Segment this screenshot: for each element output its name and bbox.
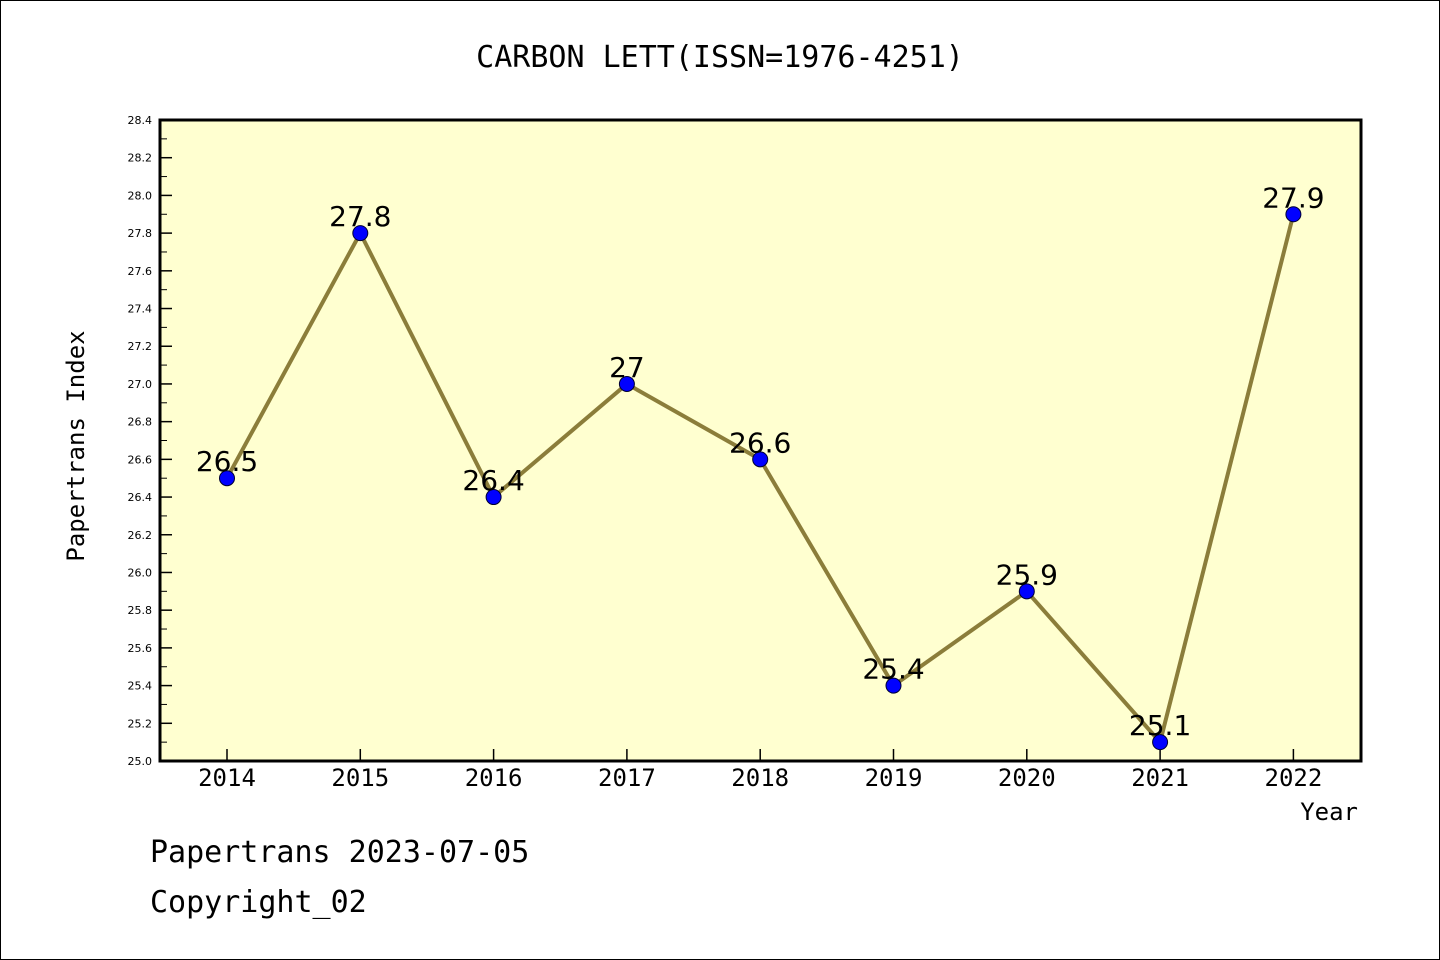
data-label: 27.8 (329, 200, 391, 233)
data-point (219, 470, 235, 487)
footer-copyright: Copyright_02 (150, 885, 367, 920)
x-tick-label: 2018 (731, 764, 789, 792)
y-tick-label: 26.4 (128, 491, 153, 504)
data-label: 25.4 (862, 653, 924, 686)
y-tick-label: 25.0 (128, 755, 153, 768)
x-tick-label: 2014 (198, 764, 256, 792)
y-tick-label: 28.4 (128, 114, 153, 127)
x-axis-label: Year (1300, 798, 1358, 826)
y-tick-label: 26.8 (128, 416, 153, 429)
y-tick-label: 28.0 (128, 189, 153, 202)
y-tick-label: 28.2 (128, 152, 153, 165)
y-tick-label: 27.2 (128, 340, 153, 353)
chart-title: CARBON LETT(ISSN=1976-4251) (476, 40, 964, 75)
y-tick-label: 25.4 (128, 680, 153, 693)
y-tick-label: 26.6 (128, 453, 153, 466)
data-point (1285, 206, 1302, 223)
data-point (352, 225, 369, 242)
y-axis: 25.0 25.2 25.4 25.6 25.8 26.0 26.2 26.4 26.6 26.8… (128, 114, 172, 768)
x-tick-label: 2015 (331, 764, 389, 792)
x-tick-label: 2017 (598, 764, 656, 792)
x-axis: 2014 2015 2016 2017 2018 2019 2020 2021 2022 (198, 749, 1322, 792)
data-label: 27.9 (1262, 181, 1324, 214)
x-tick-label: 2022 (1265, 764, 1323, 792)
x-tick-label: 2021 (1131, 764, 1189, 792)
y-tick-label: 26.2 (128, 529, 153, 542)
y-tick-label: 25.6 (128, 642, 153, 655)
data-point (618, 375, 635, 392)
data-label: 26.6 (729, 426, 791, 459)
y-tick-label: 27.4 (128, 303, 153, 316)
y-tick-label: 25.8 (128, 604, 153, 617)
x-tick-label: 2020 (998, 764, 1056, 792)
series-group (219, 206, 1302, 751)
y-tick-label: 27.6 (128, 265, 153, 278)
y-tick-label: 27.0 (128, 378, 153, 391)
data-label: 25.1 (1129, 709, 1191, 742)
data-point (885, 677, 902, 694)
data-label: 26.4 (462, 464, 524, 497)
data-point (1018, 583, 1035, 600)
y-tick-label: 26.0 (128, 566, 153, 579)
footer-date: Papertrans 2023-07-05 (150, 835, 530, 870)
x-tick-label: 2016 (465, 764, 523, 792)
data-point (485, 489, 502, 506)
data-point (752, 451, 769, 468)
data-label: 25.9 (996, 558, 1058, 591)
data-label: 27 (609, 351, 645, 384)
x-tick-label: 2019 (865, 764, 923, 792)
data-label: 26.5 (196, 445, 258, 478)
data-point (1152, 734, 1169, 751)
data-labels: 26.5 27.8 26.4 27 26.6 25.4 25.9 25.1 27.9 (196, 181, 1325, 742)
y-tick-label: 27.8 (128, 227, 153, 240)
y-tick-label: 25.2 (128, 717, 153, 730)
y-axis-label: Papertrans Index (62, 330, 90, 561)
